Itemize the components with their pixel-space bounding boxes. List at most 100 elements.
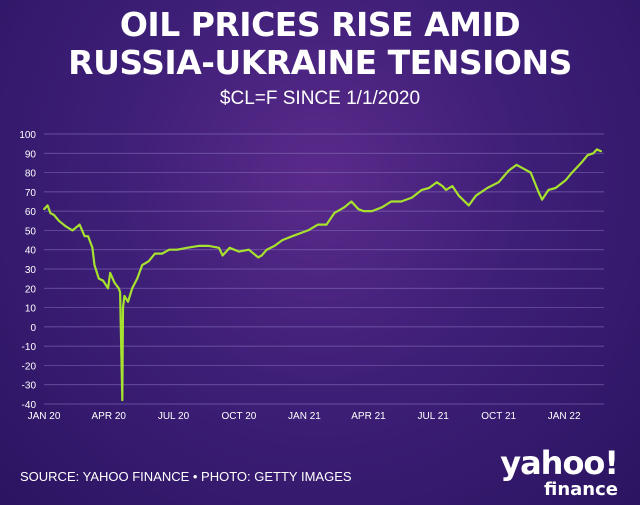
data-point [91,246,94,249]
data-point [362,210,365,213]
y-tick-label: 20 [25,284,37,295]
data-point [107,287,109,290]
logo-subtitle: finance [544,479,618,500]
y-tick-label: 10 [25,304,37,315]
data-point [596,148,598,151]
data-point [123,295,126,297]
data-point [58,219,60,222]
data-point [65,225,67,228]
data-point [78,223,81,226]
data-point [119,291,121,293]
data-point [515,164,518,166]
data-point [547,189,550,191]
x-tick-label: JUL 21 [418,411,450,422]
y-tick-label: 0 [30,323,36,334]
data-point [228,246,231,249]
data-point [600,150,603,153]
data-point [218,246,220,249]
data-point [592,152,595,155]
data-point [93,264,96,266]
data-point [475,194,477,197]
series-line [43,148,602,402]
data-point [117,287,120,290]
data-point [486,187,489,189]
source-credit: SOURCE: YAHOO FINANCE • PHOTO: GETTY IMA… [20,469,352,484]
data-point [147,260,150,263]
x-tick-label: APR 20 [92,411,127,422]
x-tick-label: OCT 21 [481,411,516,422]
data-point [467,204,470,207]
data-point [343,206,346,209]
yahoo-finance-logo: yahoo! finance [494,446,624,502]
data-point [97,277,100,280]
x-axis-ticks: JAN 20 APR 20 JUL 20 OCT 20 JAN 21 APR 21 JUL … [28,411,581,422]
data-point [441,185,444,188]
data-point [350,200,353,203]
data-point [281,239,284,242]
data-point [586,154,589,157]
data-point [357,208,360,211]
data-point [257,256,260,259]
data-point [154,252,156,255]
y-tick-label: -40 [22,400,37,411]
data-point [580,162,583,164]
data-point [497,181,500,184]
data-point [571,171,573,174]
chart-subtitle: $CL=F SINCE 1/1/2020 [219,88,421,109]
y-tick-label: -10 [22,342,37,353]
data-point [208,245,211,247]
data-point [390,200,393,203]
y-tick-label: 50 [25,226,37,237]
series-group [43,148,603,402]
x-tick-label: OCT 20 [222,411,257,422]
data-point [537,191,540,193]
data-point [307,229,309,232]
data-point [131,287,134,290]
data-point [554,187,557,189]
data-point [381,206,383,209]
x-tick-label: APR 21 [351,411,386,422]
data-point [49,212,52,215]
data-point [420,189,423,191]
y-tick-label: 70 [25,188,37,199]
data-point [541,198,543,201]
y-tick-label: -20 [22,361,37,372]
data-point [122,306,124,309]
data-point [451,185,454,188]
x-tick-label: JAN 21 [288,411,321,422]
headline-line-2: RUSSIA-UKRAINE TENSIONS [68,43,572,82]
y-tick-label: 80 [25,169,37,180]
data-point [317,223,319,226]
data-point [529,171,532,174]
logo-wordmark: yahoo! [500,444,619,482]
y-tick-label: 90 [25,149,37,160]
x-tick-label: JAN 22 [548,411,581,422]
data-point [136,277,139,280]
data-point [522,167,525,170]
data-point [248,248,250,251]
data-point [102,279,104,282]
data-point [333,212,336,215]
gridlines [44,133,604,405]
data-point [445,189,447,191]
data-point [325,223,328,226]
data-point [411,196,413,199]
data-point [141,264,144,266]
data-point [435,181,438,184]
data-point [127,300,129,303]
y-tick-label: 40 [25,246,37,257]
x-tick-label: JAN 20 [28,411,61,422]
data-point [87,235,89,238]
data-point [186,246,188,249]
data-point [53,214,55,216]
data-point [428,187,430,189]
y-tick-label: 30 [25,265,37,276]
data-point [109,272,112,274]
data-point [43,208,45,211]
headline-line-1: OIL PRICES RISE AMID [119,5,521,44]
data-point [507,169,510,172]
data-point [371,210,373,213]
